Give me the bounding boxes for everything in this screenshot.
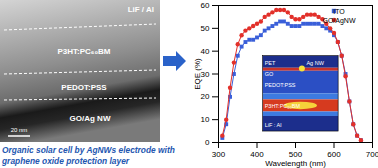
svg-text:Organic solar cell by AgNWs el: Organic solar cell by AgNWs electrode wi… (2, 145, 175, 155)
svg-text:graphene oxide protection laye: graphene oxide protection layer (1, 156, 130, 166)
svg-text:20 nm: 20 nm (11, 127, 28, 133)
svg-text:50: 50 (201, 24, 210, 33)
svg-text:Wavelength (nm): Wavelength (nm) (265, 159, 326, 168)
svg-text:60: 60 (201, 1, 210, 10)
svg-text:300: 300 (212, 150, 226, 159)
svg-text:20: 20 (201, 92, 210, 101)
svg-text:PEDOT:PSS: PEDOT:PSS (265, 82, 296, 88)
svg-text:LiF : Al: LiF : Al (265, 122, 282, 128)
svg-text:400: 400 (250, 150, 264, 159)
svg-text:EQE (%): EQE (%) (193, 58, 202, 90)
svg-text:GO/Ag NW: GO/Ag NW (70, 114, 111, 123)
svg-text:Ag NW: Ag NW (306, 60, 324, 66)
svg-text:500: 500 (288, 150, 303, 160)
svg-text:P3HT:PC₆₀BM: P3HT:PC₆₀BM (265, 103, 301, 109)
svg-text:700: 700 (366, 150, 378, 159)
svg-text:P3HT:PC₆₀BM: P3HT:PC₆₀BM (57, 47, 110, 56)
svg-text:40: 40 (201, 47, 210, 56)
svg-text:LiF / Al: LiF / Al (128, 5, 154, 14)
svg-text:ITO: ITO (333, 8, 345, 15)
svg-text:PEDOT:PSS: PEDOT:PSS (61, 83, 107, 92)
svg-text:10: 10 (201, 115, 210, 124)
svg-text:30: 30 (200, 69, 210, 79)
svg-text:GO: GO (265, 71, 274, 77)
svg-text:0: 0 (205, 138, 210, 147)
svg-text:GO/AgNW: GO/AgNW (322, 17, 355, 25)
svg-text:600: 600 (327, 150, 341, 159)
svg-text:PET: PET (265, 60, 276, 66)
